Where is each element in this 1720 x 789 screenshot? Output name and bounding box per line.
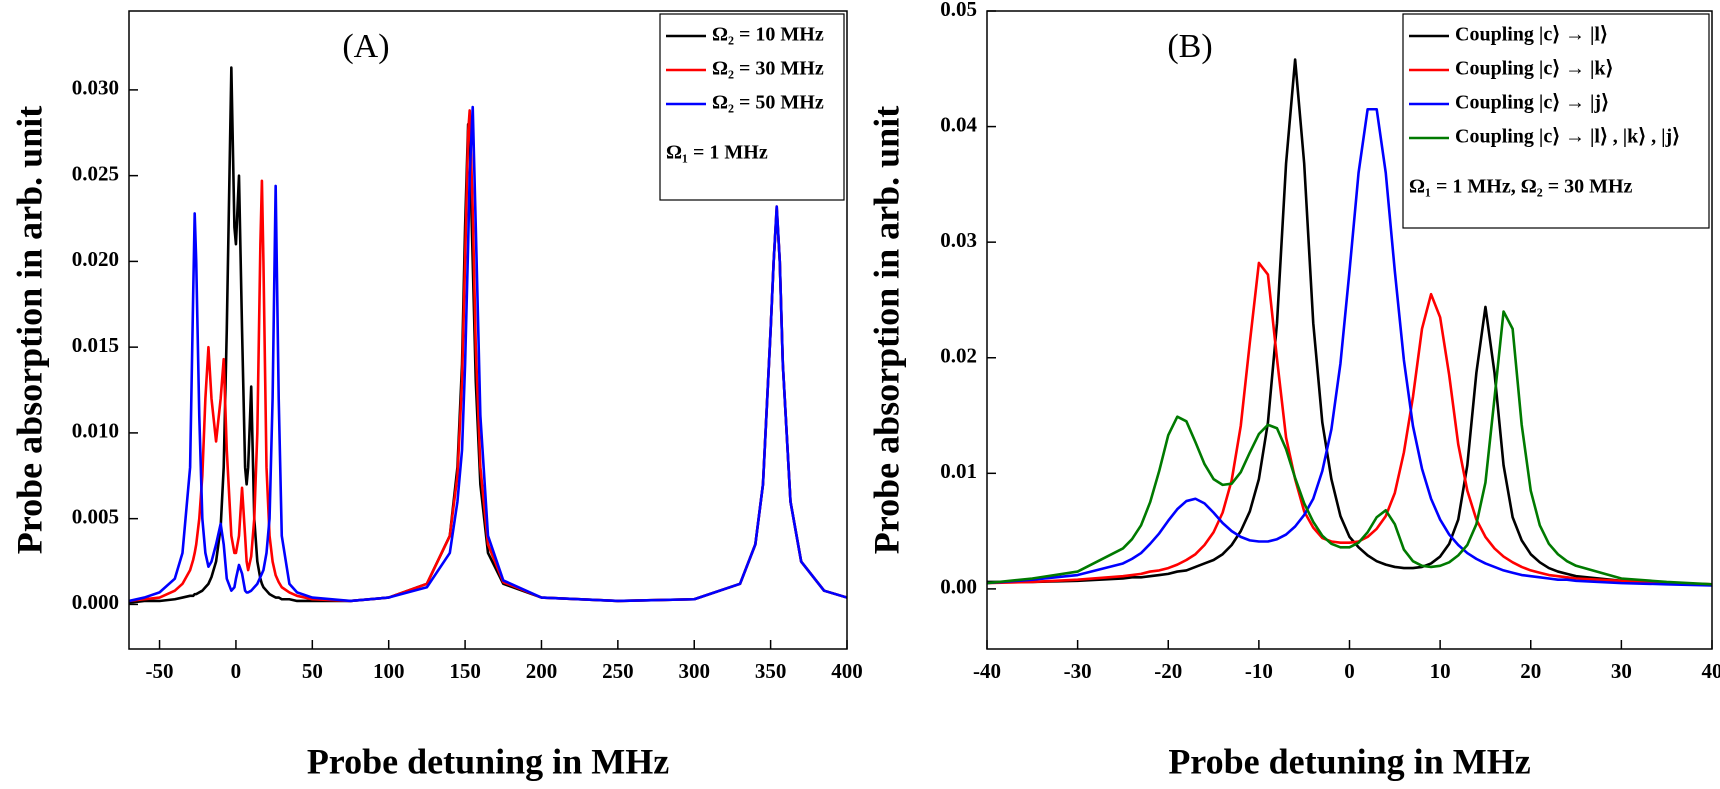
legend-label: Ω₂ = 50 MHz xyxy=(712,92,824,114)
x-tick-label: 200 xyxy=(526,659,558,683)
x-tick-label: 250 xyxy=(602,659,634,683)
series-line xyxy=(987,310,1712,586)
x-tick-label: 350 xyxy=(755,659,787,683)
panel-label: (A) xyxy=(342,28,389,65)
plot-frame xyxy=(128,10,848,650)
legend-label: Ω₂ = 10 MHz xyxy=(712,24,824,46)
x-tick-label: -10 xyxy=(1245,659,1273,683)
legend-label: Coupling |c⟩ → |j⟩ xyxy=(1455,92,1609,114)
legend-label: Coupling |c⟩ → |l⟩ xyxy=(1455,24,1608,46)
y-tick-label: 0.01 xyxy=(940,459,977,483)
series-line xyxy=(987,107,1712,587)
x-tick-label: -50 xyxy=(146,659,174,683)
y-tick-label: 0.025 xyxy=(72,161,119,185)
y-tick-label: 0.00 xyxy=(940,575,977,599)
y-tick-label: 0.02 xyxy=(940,344,977,368)
x-tick-label: -30 xyxy=(1064,659,1092,683)
x-tick-label: 30 xyxy=(1611,659,1632,683)
series-line xyxy=(987,58,1712,586)
x-tick-label: 50 xyxy=(302,659,323,683)
y-tick-label: 0.010 xyxy=(72,419,119,443)
x-tick-label: 0 xyxy=(1344,659,1355,683)
x-tick-label: 10 xyxy=(1430,659,1451,683)
legend-label: Coupling |c⟩ → |l⟩ , |k⟩ , |j⟩ xyxy=(1455,126,1680,148)
x-tick-label: -40 xyxy=(973,659,1001,683)
y-tick-label: 0.015 xyxy=(72,333,119,357)
y-axis-label: Probe absorption in arb. unit xyxy=(9,106,49,554)
legend-note: Ω₁ = 1 MHz, Ω₂ = 30 MHz xyxy=(1409,176,1633,198)
legend-box xyxy=(1402,13,1710,229)
legend-box xyxy=(659,13,845,201)
series-line xyxy=(987,261,1712,586)
x-axis-label: Probe detuning in MHz xyxy=(307,741,669,781)
y-tick-label: 0.05 xyxy=(940,0,977,21)
y-axis-label: Probe absorption in arb. unit xyxy=(866,106,906,554)
y-tick-label: 0.03 xyxy=(940,228,977,252)
y-tick-label: 0.000 xyxy=(72,590,119,614)
y-tick-label: 0.030 xyxy=(72,76,119,100)
series-line xyxy=(129,105,847,603)
x-tick-label: 0 xyxy=(231,659,242,683)
y-tick-label: 0.04 xyxy=(940,112,977,136)
legend-note: Ω₁ = 1 MHz xyxy=(666,142,768,164)
legend-label: Ω₂ = 30 MHz xyxy=(712,58,824,80)
legend-label: Coupling |c⟩ → |k⟩ xyxy=(1455,58,1613,80)
x-tick-label: 300 xyxy=(678,659,710,683)
x-tick-label: -20 xyxy=(1154,659,1182,683)
y-tick-label: 0.020 xyxy=(72,247,119,271)
x-tick-label: 20 xyxy=(1520,659,1541,683)
y-tick-label: 0.005 xyxy=(72,504,119,528)
panel-label: (B) xyxy=(1167,28,1212,65)
x-axis-label: Probe detuning in MHz xyxy=(1168,741,1530,781)
x-tick-label: 40 xyxy=(1702,659,1720,683)
x-tick-label: 400 xyxy=(831,659,863,683)
x-tick-label: 150 xyxy=(449,659,481,683)
x-tick-label: 100 xyxy=(373,659,405,683)
